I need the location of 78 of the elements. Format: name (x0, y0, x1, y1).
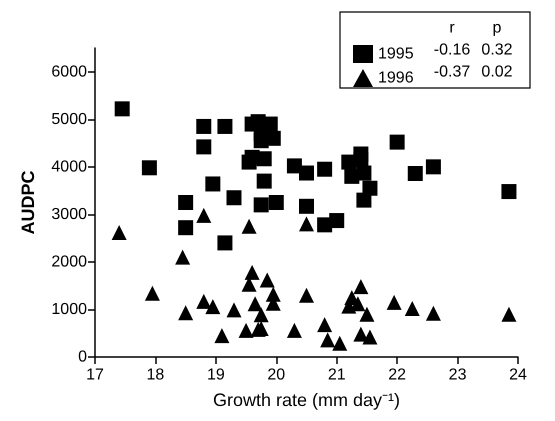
point (217, 235, 232, 250)
text: p (492, 20, 502, 36)
point (362, 330, 378, 345)
point (256, 174, 272, 189)
point (226, 190, 242, 206)
point (320, 332, 336, 348)
annotation: -0.37 (434, 64, 470, 80)
point (353, 152, 368, 168)
legend-label: 1995 (378, 46, 414, 62)
point (112, 224, 127, 240)
point (196, 139, 212, 154)
x-tick-label: 22 (388, 366, 406, 384)
point (299, 216, 314, 232)
point (268, 195, 284, 210)
point (299, 198, 314, 214)
point (386, 294, 402, 310)
point (260, 272, 275, 288)
point (426, 159, 441, 174)
y-tick-label: 0 (78, 348, 88, 366)
point (317, 317, 332, 332)
point (248, 296, 263, 312)
point (390, 134, 405, 150)
point (238, 322, 254, 338)
point (299, 166, 314, 181)
point (332, 336, 348, 351)
point (205, 299, 220, 314)
x-tick-label: 23 (448, 366, 467, 384)
x-axis-title: Growth rate (mm day⁻¹) (212, 390, 400, 410)
x-tick-label: 20 (267, 366, 286, 384)
point (196, 208, 212, 223)
y-tick-label: 4000 (51, 158, 88, 176)
annotation: 0.32 (481, 42, 513, 58)
point (178, 305, 194, 320)
y-tick-label: 2000 (51, 253, 88, 270)
point (359, 306, 374, 322)
point (196, 118, 212, 134)
point (178, 195, 194, 210)
point (205, 176, 220, 192)
point (404, 301, 420, 316)
x-tick-label: 21 (328, 366, 346, 384)
point (244, 264, 260, 280)
point (175, 250, 190, 265)
point (196, 294, 212, 309)
y-tick-label: 6000 (51, 63, 88, 80)
y-tick-label: 1000 (51, 300, 88, 318)
point (217, 118, 232, 134)
text: r (449, 20, 456, 36)
legend-label: 1996 (378, 70, 414, 86)
point (329, 213, 344, 228)
point (501, 184, 516, 200)
point (214, 328, 230, 344)
point (114, 101, 130, 116)
point (426, 306, 441, 321)
point (142, 160, 157, 176)
point (286, 322, 302, 338)
x-tick-label: 18 (146, 366, 164, 384)
point (353, 279, 368, 294)
point (178, 220, 194, 236)
point (356, 166, 372, 181)
annotation: 0.02 (481, 64, 513, 80)
x-tick-label: 17 (86, 366, 104, 384)
point (254, 307, 269, 322)
point (317, 162, 332, 177)
x-tick-label: 24 (509, 366, 527, 384)
point (242, 218, 257, 234)
y-axis-title: AUDPC (18, 170, 38, 235)
y-tick-label: 5000 (51, 110, 88, 128)
point (362, 180, 378, 196)
point (144, 286, 160, 301)
y-tick-label: 3000 (51, 206, 88, 223)
point (501, 306, 516, 322)
point (408, 166, 423, 181)
x-tick-label: 19 (206, 366, 225, 384)
point (226, 302, 242, 318)
annotation: -0.16 (434, 42, 470, 58)
point (256, 151, 272, 166)
point (299, 288, 314, 303)
point (254, 197, 269, 212)
